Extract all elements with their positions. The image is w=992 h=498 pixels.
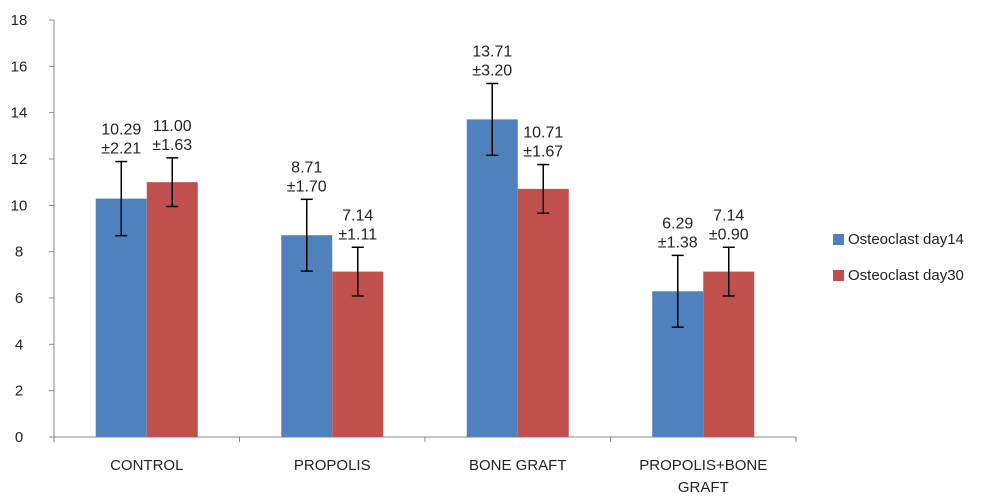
legend-swatch-day30 (833, 269, 844, 281)
bar-day14 (466, 119, 518, 437)
y-tick-label: 8 (15, 244, 23, 261)
data-label: 13.71 (472, 43, 512, 60)
legend-swatch-day14 (833, 233, 844, 245)
legend-label-day14: Osteoclast day14 (848, 230, 964, 248)
y-tick-label: 12 (11, 151, 28, 168)
category-label: PROPOLIS (294, 457, 371, 474)
data-label: ±2.21 (101, 141, 141, 158)
bar-day30 (146, 182, 198, 437)
data-label: ±1.70 (287, 178, 327, 195)
bar-day30 (517, 188, 569, 437)
y-tick-label: 4 (15, 336, 23, 353)
data-label: ±1.38 (658, 234, 698, 251)
bar-day14 (95, 198, 147, 437)
data-label: 7.14 (713, 207, 744, 224)
data-label: 6.29 (662, 215, 693, 232)
category-label: GRAFT (678, 479, 729, 496)
data-label: 10.29 (101, 122, 141, 139)
y-tick-label: 6 (15, 290, 23, 307)
legend-item-day14: Osteoclast day14 (833, 228, 964, 250)
data-label: ±1.63 (152, 137, 192, 154)
category-label: CONTROL (110, 457, 183, 474)
legend-item-day30: Osteoclast day30 (833, 264, 964, 286)
y-tick-label: 2 (15, 383, 23, 400)
data-label: 7.14 (342, 207, 373, 224)
category-label: BONE GRAFT (469, 457, 567, 474)
data-label: ±1.11 (338, 226, 377, 243)
data-label: 10.71 (523, 125, 563, 142)
legend-label-day30: Osteoclast day30 (848, 266, 964, 284)
data-label: ±3.20 (472, 62, 512, 79)
data-labels: 10.29 ±2.21 11.00 ±1.63 8.71 ±1.70 7.14 ±1.11 13… (101, 43, 749, 251)
legend: Osteoclast day14 Osteoclast day30 (833, 228, 964, 300)
data-label: 11.00 (153, 118, 192, 135)
x-axis-ticks (53, 437, 797, 442)
error-bars (115, 82, 735, 328)
y-axis-ticks: 0 2 4 6 8 10 12 14 16 18 (11, 12, 54, 446)
data-label: ±0.90 (709, 226, 749, 243)
data-label: 8.71 (291, 159, 322, 176)
y-tick-label: 16 (11, 58, 28, 75)
y-tick-label: 14 (11, 105, 28, 122)
data-label: ±1.67 (523, 144, 563, 161)
bars (95, 119, 755, 437)
y-tick-label: 10 (11, 197, 28, 214)
bar-day30 (332, 271, 384, 437)
y-tick-label: 0 (15, 429, 23, 446)
bar-day30 (703, 271, 755, 437)
y-tick-label: 18 (11, 12, 28, 29)
category-labels: CONTROL PROPOLIS BONE GRAFT PROPOLIS+BONE GR… (110, 457, 767, 496)
category-label: PROPOLIS+BONE (639, 457, 767, 474)
